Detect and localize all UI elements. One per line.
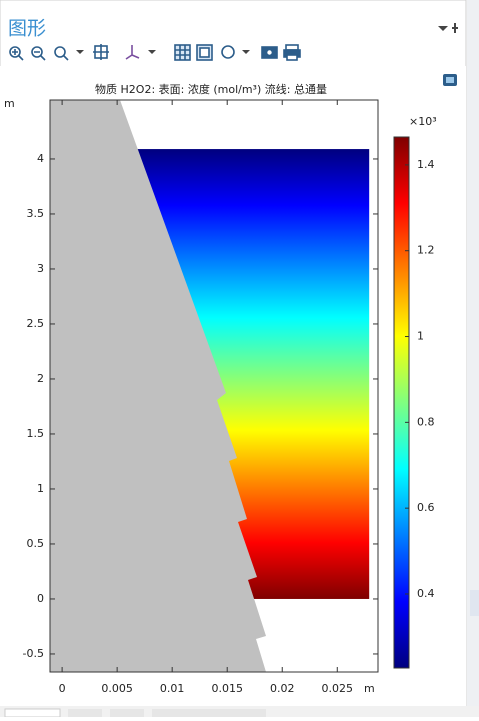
x-tick-label: 0.005 [101, 682, 133, 695]
x-tick-label: 0.025 [322, 682, 354, 695]
colorbar-tick-label: 0.8 [417, 415, 435, 428]
zoom-in[interactable] [9, 46, 24, 61]
bottom-tab[interactable] [152, 709, 266, 717]
side-panel [467, 0, 479, 717]
zoom-box[interactable] [54, 46, 84, 61]
plot-title: 物质 H2O2: 表面: 浓度 (mol/m³) 流线: 总通量 [95, 82, 327, 96]
colorbar [393, 136, 410, 669]
y-tick-label: 2 [37, 372, 44, 385]
frame-toggle[interactable] [196, 44, 213, 61]
camera[interactable] [261, 46, 278, 59]
bottom-tab[interactable] [68, 709, 102, 717]
colorbar-tick-label: 0.6 [417, 501, 435, 514]
colorbar-label: ×10³ [409, 115, 437, 128]
x-tick-label: 0 [59, 682, 66, 695]
y-tick-label: 3 [37, 262, 44, 275]
colorbar-tick-label: 0.4 [417, 587, 435, 600]
y-tick-label: 0 [37, 592, 44, 605]
pin-icon[interactable] [452, 23, 458, 33]
y-axis-unit: m [4, 97, 15, 110]
colorbar-tick-label: 1.4 [417, 158, 435, 171]
y-tick-label: 1 [37, 482, 44, 495]
x-tick-label: 0.01 [160, 682, 185, 695]
toolbar [9, 44, 301, 61]
grid-toggle[interactable] [174, 44, 191, 61]
view-icon[interactable] [443, 74, 457, 86]
x-tick-label: 0.02 [270, 682, 295, 695]
solid-geometry [50, 100, 266, 672]
bottom-tab[interactable] [4, 708, 61, 718]
y-tick-label: -0.5 [23, 647, 44, 660]
axes-frame [49, 99, 379, 673]
menu-arrow[interactable] [438, 26, 448, 31]
zoom-extents[interactable] [93, 44, 109, 60]
y-tick-label: 2.5 [27, 317, 45, 330]
scene-light[interactable] [221, 45, 250, 59]
y-tick-label: 4 [37, 152, 44, 165]
y-tick-label: 3.5 [27, 207, 45, 220]
panel-title: 图形 [8, 18, 46, 40]
bottom-tab[interactable] [110, 709, 144, 717]
colorbar-tick-label: 1 [417, 330, 424, 343]
axis-orientation[interactable] [125, 45, 156, 60]
zoom-out[interactable] [31, 46, 46, 61]
x-axis-unit: m [364, 682, 375, 695]
y-tick-label: 1.5 [27, 427, 45, 440]
x-tick-label: 0.015 [211, 682, 243, 695]
colorbar-tick-label: 1.2 [417, 244, 435, 257]
y-tick-label: 0.5 [27, 537, 45, 550]
print[interactable] [283, 44, 301, 61]
side-tab [470, 590, 479, 616]
